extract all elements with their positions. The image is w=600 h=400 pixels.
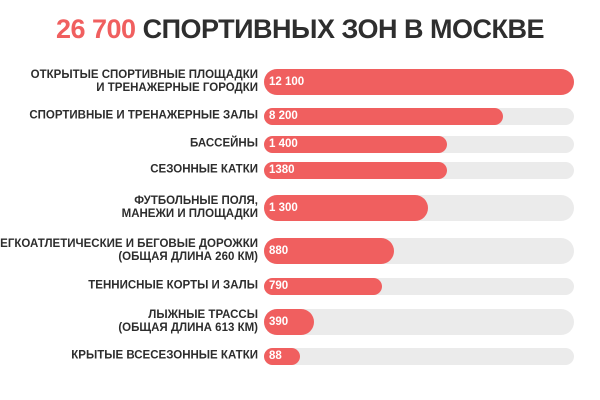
bar-label: КРЫТЫЕ ВСЕСЕЗОННЫЕ КАТКИ (71, 349, 258, 362)
bar-label: СПОРТИВНЫЕ И ТРЕНАЖЕРНЫЕ ЗАЛЫ (29, 109, 258, 122)
bar-value-label: 1 400 (269, 138, 298, 150)
bar: 790 (264, 277, 382, 295)
bar-label: ОТКРЫТЫЕ СПОРТИВНЫЕ ПЛОЩАДКИ И ТРЕНАЖЕРНЫ… (30, 69, 258, 94)
bar-value-label: 790 (269, 280, 289, 292)
bar-track: 790 (264, 277, 574, 295)
bar: 8 200 (264, 107, 503, 125)
bar: 12 100 (264, 69, 574, 95)
bar: 880 (264, 238, 395, 264)
chart-title: 26 700 СПОРТИВНЫХ ЗОН В МОСКВЕ (0, 14, 600, 45)
bar-label: БАССЕЙНЫ (190, 137, 258, 150)
bar-track: 12 100 (264, 69, 574, 95)
bar-value-label: 1380 (269, 164, 295, 176)
bar-track: 8 200 (264, 107, 574, 125)
bar: 390 (264, 309, 314, 335)
bar-track: 880 (264, 238, 574, 264)
bar-track: 1380 (264, 161, 574, 179)
bar-label: ЛЫЖНЫЕ ТРАССЫ (ОБЩАЯ ДЛИНА 613 КМ) (118, 309, 258, 334)
bar-label: СЕЗОННЫЕ КАТКИ (150, 163, 258, 176)
bar-track: 1 300 (264, 195, 574, 221)
bar-value-label: 88 (269, 350, 282, 362)
bar-value-label: 8 200 (269, 110, 298, 122)
bar: 1 400 (264, 135, 447, 153)
title-accent-number: 26 700 (55, 14, 136, 44)
bar-value-label: 390 (269, 316, 289, 328)
bar: 1380 (264, 161, 447, 179)
bar-value-label: 880 (269, 245, 289, 257)
bar-value-label: 12 100 (269, 76, 305, 88)
bar: 1 300 (264, 195, 429, 221)
bar-label: ЛЕГКОАТЛЕТИЧЕСКИЕ И БЕГОВЫЕ ДОРОЖКИ (ОБЩА… (0, 238, 258, 263)
bar-label: ТЕННИСНЫЕ КОРТЫ И ЗАЛЫ (88, 279, 258, 292)
title-text: СПОРТИВНЫХ ЗОН В МОСКВЕ (142, 14, 545, 44)
bar-track: 390 (264, 309, 574, 335)
bar: 88 (264, 347, 300, 365)
bar-track: 88 (264, 347, 574, 365)
bar-label: ФУТБОЛЬНЫЕ ПОЛЯ, МАНЕЖИ И ПЛОЩАДКИ (121, 195, 258, 220)
bar-track: 1 400 (264, 135, 574, 153)
bar-value-label: 1 300 (269, 202, 298, 214)
